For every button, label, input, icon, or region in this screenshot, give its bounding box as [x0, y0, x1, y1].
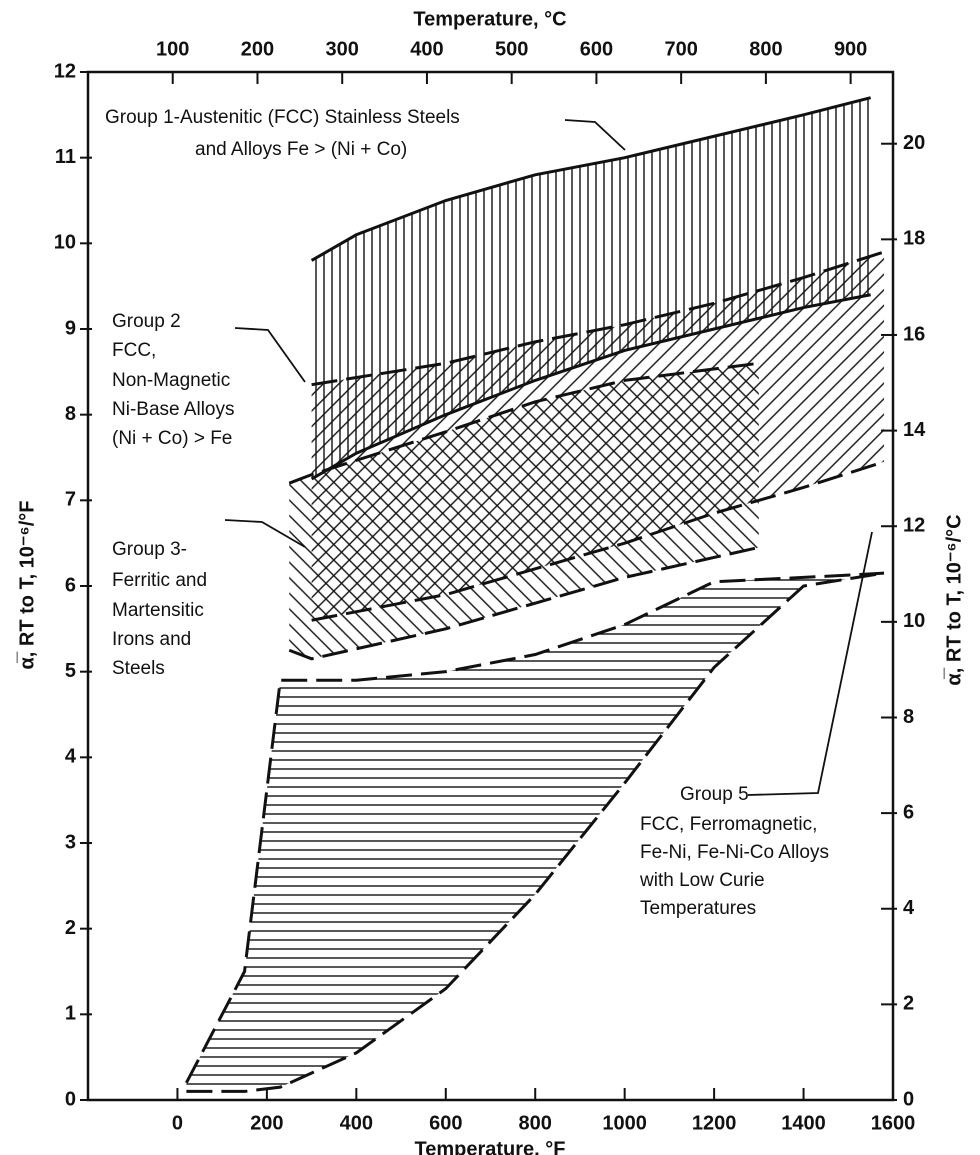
- x2-tick-label: 800: [749, 38, 782, 60]
- y-tick-label: 5: [65, 660, 76, 682]
- x2-axis-title: Temperature, °C: [413, 8, 566, 30]
- y-axis-title: α̅, RT to T, 10⁻⁶/°F: [16, 501, 38, 670]
- group-label: Group 1-Austenitic (FCC) Stainless Steel…: [105, 107, 460, 128]
- group2-arrow: [234, 327, 306, 383]
- x2-tick-label: 900: [834, 38, 867, 60]
- y2-tick-label: 2: [903, 993, 914, 1015]
- group-label: and Alloys Fe > (Ni + Co): [195, 139, 407, 160]
- y-tick-label: 3: [65, 831, 76, 853]
- band-upper-edge: [185, 571, 885, 1084]
- band-lower-edge: [186, 571, 885, 1093]
- band-lower-edge: [288, 545, 760, 661]
- x-tick-label: 1000: [602, 1112, 647, 1134]
- y2-axis-title: α̅, RT to T, 10⁻⁶/°C: [943, 514, 965, 685]
- y2-tick-label: 12: [903, 515, 925, 537]
- y2-tick-label: 10: [903, 610, 925, 632]
- x2-tick-label: 300: [326, 38, 359, 60]
- y2-tick-label: 14: [903, 419, 926, 441]
- y-tick-label: 10: [54, 232, 76, 254]
- y-tick-label: 2: [65, 917, 76, 939]
- x-tick-label: 1400: [781, 1112, 826, 1134]
- x-tick-label: 0: [172, 1112, 183, 1134]
- x-tick-label: 1600: [871, 1112, 916, 1134]
- y2-tick-label: 8: [903, 706, 914, 728]
- group-label: Steels: [112, 658, 165, 679]
- x2-tick-label: 100: [156, 38, 189, 60]
- group-label: Group 5: [680, 784, 749, 805]
- y-tick-label: 1: [65, 1003, 76, 1025]
- y-tick-label: 0: [65, 1088, 76, 1110]
- y2-tick-label: 6: [903, 801, 914, 823]
- band-upper-edge: [288, 361, 760, 485]
- group-label: (Ni + Co) > Fe: [112, 428, 232, 449]
- y2-tick-label: 20: [903, 132, 925, 154]
- group1-arrow: [564, 119, 626, 151]
- group-label: Ni-Base Alloys: [112, 399, 235, 420]
- group-label: Group 3-: [112, 539, 187, 560]
- y2-tick-label: 4: [903, 897, 915, 919]
- y-tick-label: 7: [65, 489, 76, 511]
- x2-tick-label: 600: [580, 38, 613, 60]
- group-label: Fe-Ni, Fe-Ni-Co Alloys: [640, 842, 829, 863]
- group-label: Martensitic: [112, 600, 204, 621]
- y-tick-label: 8: [65, 403, 76, 425]
- y-tick-label: 12: [54, 60, 76, 82]
- group5-arrow: [747, 531, 873, 796]
- x2-tick-label: 500: [495, 38, 528, 60]
- band-upper-edge: [310, 96, 872, 262]
- y-tick-label: 6: [65, 574, 76, 596]
- x2-tick-label: 400: [410, 38, 443, 60]
- x-tick-label: 1200: [692, 1112, 737, 1134]
- group-label: Group 2: [112, 311, 181, 332]
- y2-tick-label: 18: [903, 228, 925, 250]
- band-fill: [289, 363, 759, 659]
- x-tick-label: 600: [429, 1112, 462, 1134]
- group-label: FCC, Ferromagnetic,: [640, 814, 817, 835]
- band-fill: [186, 573, 885, 1092]
- y-tick-label: 4: [65, 746, 77, 768]
- group-label: Temperatures: [640, 898, 756, 919]
- x-tick-label: 800: [519, 1112, 552, 1134]
- x2-tick-label: 700: [664, 38, 697, 60]
- group-label: with Low Curie: [639, 870, 765, 891]
- x-axis-title: Temperature, °F: [415, 1138, 566, 1155]
- x2-tick-label: 200: [241, 38, 274, 60]
- group-label: Irons and: [112, 629, 191, 650]
- group-label: Ferritic and: [112, 570, 207, 591]
- y2-tick-label: 0: [903, 1088, 914, 1110]
- band-upper-edge: [311, 250, 885, 387]
- x-tick-label: 400: [340, 1112, 373, 1134]
- group-label: FCC,: [112, 340, 156, 361]
- group-label: Non-Magnetic: [112, 370, 230, 391]
- y-tick-label: 9: [65, 317, 76, 339]
- y2-tick-label: 16: [903, 323, 925, 345]
- y-tick-label: 11: [55, 146, 76, 168]
- x-tick-label: 200: [250, 1112, 283, 1134]
